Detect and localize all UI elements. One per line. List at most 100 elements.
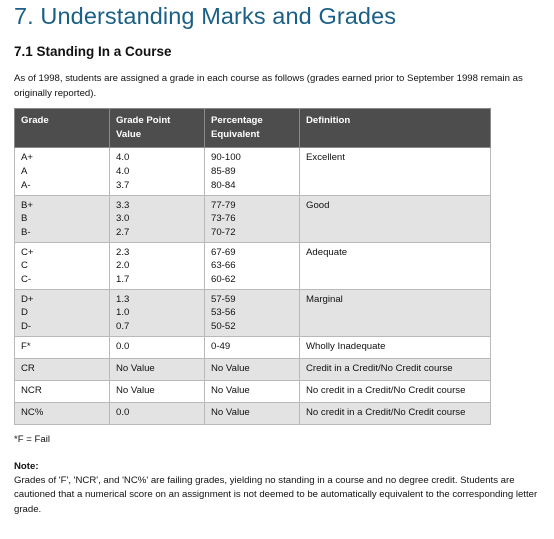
table-header-row: Grade Grade Point Value Percentage Equiv…	[14, 107, 491, 149]
grade-cell: C+ C C-	[14, 241, 110, 290]
table-row: CR No Value No Value Credit in a Credit/No …	[14, 357, 491, 381]
percentage-cell-value: No Value	[211, 384, 250, 396]
grade-point-value-cell-value: 2.3	[116, 246, 130, 258]
percentage-cell-value: 60-62	[211, 274, 236, 286]
header-percentage-equivalent: Percentage Equivalent	[204, 107, 300, 149]
grade-cell: D+ D D-	[14, 288, 110, 337]
note-heading: Note:	[14, 460, 540, 473]
grade-cell-value: C+	[21, 246, 34, 258]
percentage-cell: No Value	[204, 401, 300, 425]
definition-cell: No credit in a Credit/No Credit course	[299, 379, 491, 403]
grade-cell: A+ A A-	[14, 147, 110, 196]
grade-cell: B+ B B-	[14, 194, 110, 243]
grade-cell-value: C	[21, 260, 28, 272]
grade-cell-value: A-	[21, 179, 31, 191]
percentage-cell: 57-59 53-56 50-52	[204, 288, 300, 337]
table-row: NCR No Value No Value No credit in a Credit…	[14, 379, 491, 403]
percentage-cell-value: No Value	[211, 406, 250, 418]
percentage-cell-value: 53-56	[211, 307, 236, 319]
grade-cell-value: D+	[21, 293, 34, 305]
page-title: 7. Understanding Marks and Grades	[14, 3, 397, 29]
grade-point-value-cell: No Value	[109, 357, 205, 381]
grade-cell-value: A+	[21, 152, 34, 164]
header-definition: Definition	[299, 107, 491, 149]
grade-cell-value: A	[21, 166, 28, 178]
grade-point-value-cell-value: 3.3	[116, 199, 130, 211]
percentage-cell: 0-49	[204, 335, 300, 359]
grade-point-value-cell-value: No Value	[116, 384, 155, 396]
grade-point-value-cell-value: 1.3	[116, 293, 130, 305]
grade-cell-value: CR	[21, 362, 35, 374]
note-text: Grades of 'F', 'NCR', and 'NC%' are fail…	[14, 474, 538, 515]
grade-cell: NC%	[14, 401, 110, 425]
grade-cell-value: B-	[21, 226, 31, 238]
grade-point-value-cell: 1.3 1.0 0.7	[109, 288, 205, 337]
header-grade: Grade	[14, 107, 110, 149]
percentage-cell-value: 63-66	[211, 260, 236, 272]
grade-cell-value: B	[21, 213, 28, 225]
grade-point-value-cell-value: No Value	[116, 362, 155, 374]
percentage-cell: 90-100 85-89 80-84	[204, 147, 300, 196]
grade-cell: CR	[14, 357, 110, 381]
grade-cell-value: D	[21, 307, 28, 319]
percentage-cell-value: 50-52	[211, 321, 236, 333]
definition-cell: Adequate	[299, 241, 491, 290]
grade-point-value-cell: 3.3 3.0 2.7	[109, 194, 205, 243]
percentage-cell: 67-69 63-66 60-62	[204, 241, 300, 290]
grade-cell-value: C-	[21, 274, 32, 286]
grade-cell: NCR	[14, 379, 110, 403]
table-body: A+ A A- 4.0 4.0 3.7 90-100 85-89 80-84 Excellent B…	[14, 147, 491, 425]
definition-cell: Wholly Inadequate	[299, 335, 491, 359]
definition-cell: Marginal	[299, 288, 491, 337]
definition-cell: No credit in a Credit/No Credit course	[299, 401, 491, 425]
percentage-cell-value: 85-89	[211, 166, 236, 178]
grade-cell-value: D-	[21, 321, 32, 333]
percentage-cell-value: 73-76	[211, 213, 236, 225]
percentage-cell-value: 70-72	[211, 226, 236, 238]
percentage-cell-value: 67-69	[211, 246, 236, 258]
grade-cell-value: NCR	[21, 384, 42, 396]
percentage-cell: 77-79 73-76 70-72	[204, 194, 300, 243]
grade-point-value-cell-value: 3.7	[116, 179, 130, 191]
table-row: F* 0.0 0-49 Wholly Inadequate	[14, 335, 491, 359]
table-row: C+ C C- 2.3 2.0 1.7 67-69 63-66 60-62 Adequate	[14, 241, 491, 290]
grade-point-value-cell-value: 0.7	[116, 321, 130, 333]
percentage-cell-value: 0-49	[211, 340, 231, 352]
footnote: *F = Fail	[14, 433, 50, 445]
percentage-cell-value: No Value	[211, 362, 250, 374]
definition-cell: Good	[299, 194, 491, 243]
percentage-cell: No Value	[204, 357, 300, 381]
table-row: NC% 0.0 No Value No credit in a Credit/No C…	[14, 401, 491, 425]
grade-point-value-cell-value: 1.0	[116, 307, 130, 319]
table-row: A+ A A- 4.0 4.0 3.7 90-100 85-89 80-84 Excellent	[14, 147, 491, 196]
note-heading-text: Note	[14, 460, 36, 472]
grade-point-value-cell-value: 3.0	[116, 213, 130, 225]
table-row: B+ B B- 3.3 3.0 2.7 77-79 73-76 70-72 Good	[14, 194, 491, 243]
grades-table: Grade Grade Point Value Percentage Equiv…	[14, 107, 491, 425]
intro-paragraph: As of 1998, students are assigned a grad…	[14, 73, 523, 99]
percentage-cell-value: 77-79	[211, 199, 236, 211]
grade-point-value-cell-value: 2.7	[116, 226, 130, 238]
grade-point-value-cell: 4.0 4.0 3.7	[109, 147, 205, 196]
grade-point-value-cell: 0.0	[109, 335, 205, 359]
grade-point-value-cell-value: 0.0	[116, 340, 130, 352]
section-heading: 7.1 Standing In a Course	[14, 44, 172, 59]
percentage-cell-value: 57-59	[211, 293, 236, 305]
percentage-cell-value: 80-84	[211, 179, 236, 191]
note-heading-colon: :	[35, 460, 39, 472]
percentage-cell: No Value	[204, 379, 300, 403]
grade-point-value-cell-value: 2.0	[116, 260, 130, 272]
percentage-cell-value: 90-100	[211, 152, 241, 164]
grade-point-value-cell: No Value	[109, 379, 205, 403]
grade-point-value-cell-value: 1.7	[116, 274, 130, 286]
grade-point-value-cell: 2.3 2.0 1.7	[109, 241, 205, 290]
definition-cell: Credit in a Credit/No Credit course	[299, 357, 491, 381]
grade-point-value-cell-value: 0.0	[116, 406, 130, 418]
grade-cell-value: NC%	[21, 406, 44, 418]
grade-cell-value: F*	[21, 340, 31, 352]
table-row: D+ D D- 1.3 1.0 0.7 57-59 53-56 50-52 Marginal	[14, 288, 491, 337]
header-grade-point-value: Grade Point Value	[109, 107, 205, 149]
grade-point-value-cell-value: 4.0	[116, 152, 130, 164]
grade-point-value-cell: 0.0	[109, 401, 205, 425]
